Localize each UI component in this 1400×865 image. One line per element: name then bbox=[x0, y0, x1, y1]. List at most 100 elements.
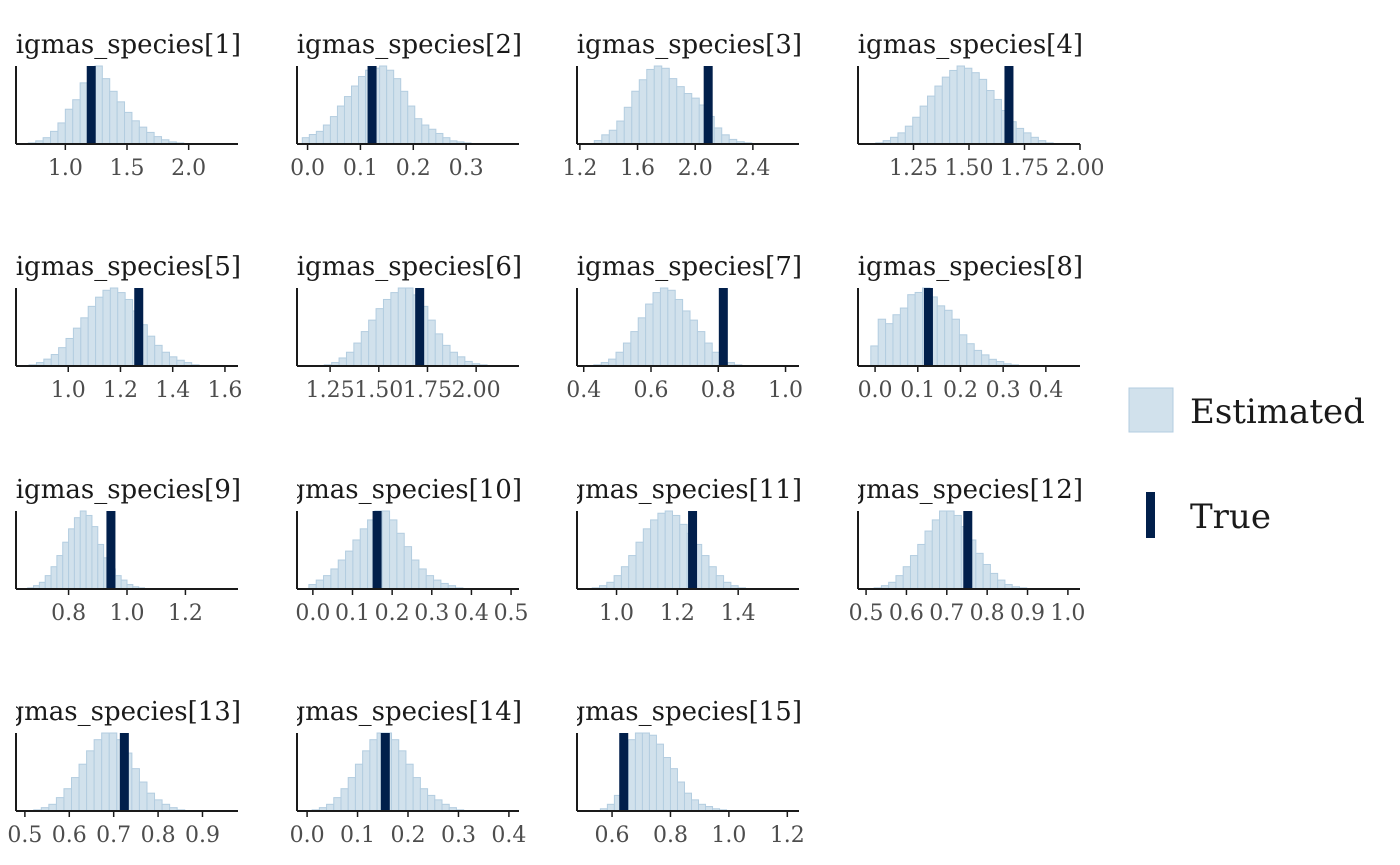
x-tick-label: 0.3 bbox=[449, 156, 484, 181]
histogram-bar bbox=[877, 318, 887, 367]
histogram-bar bbox=[606, 581, 615, 590]
histogram-bar bbox=[601, 134, 610, 145]
x-tick-label: 0.5 bbox=[7, 823, 42, 848]
histogram-bar bbox=[64, 108, 74, 145]
panel-7: sigmas_species[7] 0.4 0.6 0.8 1.0 bbox=[566, 252, 803, 403]
histogram-bar bbox=[434, 799, 443, 812]
x-tick-label: 0.6 bbox=[595, 823, 630, 848]
x-tick-label: 0.4 bbox=[1028, 378, 1063, 403]
histogram-bar bbox=[337, 559, 347, 590]
x-tick-label: 1.2 bbox=[660, 601, 695, 626]
histogram-bar bbox=[682, 310, 691, 367]
histogram-bar bbox=[909, 555, 919, 590]
panel-9: sigmas_species[9] 0.8 1.0 1.2 bbox=[2, 475, 241, 626]
histogram-bar bbox=[354, 763, 364, 812]
x-tick-label: 2.0 bbox=[171, 156, 206, 181]
histogram-bar bbox=[963, 67, 973, 145]
x-tick-label: 1.0 bbox=[110, 601, 145, 626]
x-tick-label: 1.50 bbox=[354, 378, 403, 403]
x-tick-label: 2.4 bbox=[735, 156, 770, 181]
x-tick-label: 0.0 bbox=[290, 823, 325, 848]
histogram-bar bbox=[606, 803, 615, 812]
histogram-bar bbox=[315, 579, 325, 590]
histogram-bar bbox=[315, 130, 324, 145]
histogram-bar bbox=[912, 116, 921, 145]
x-tick-label: 0.9 bbox=[185, 823, 220, 848]
histogram-bar bbox=[340, 788, 349, 812]
histogram-bar bbox=[934, 85, 943, 145]
histogram-bar bbox=[146, 131, 155, 145]
panel-title: sigmas_species[9] bbox=[2, 475, 241, 505]
histogram-bar bbox=[608, 129, 618, 145]
histogram-bar bbox=[885, 323, 894, 367]
histogram-bar bbox=[379, 65, 388, 145]
panel-title: sigmas_species[6] bbox=[283, 252, 522, 282]
histogram-bar bbox=[668, 78, 678, 145]
x-tick-label: 0.6 bbox=[52, 823, 87, 848]
x-tick-label: 1.2 bbox=[770, 823, 805, 848]
true-value-line bbox=[415, 288, 425, 366]
true-value-line bbox=[1004, 66, 1014, 144]
legend-true-swatch bbox=[1146, 492, 1155, 538]
histogram-bar bbox=[120, 579, 128, 590]
histogram-bar bbox=[308, 134, 317, 145]
histogram-bar bbox=[117, 292, 126, 367]
histogram-bar bbox=[138, 126, 148, 145]
histogram-bar bbox=[428, 128, 437, 145]
x-tick-label: 1.0 bbox=[48, 156, 83, 181]
x-tick-label: 1.4 bbox=[155, 378, 190, 403]
panel-title: sigmas_species[14] bbox=[267, 697, 522, 727]
x-tick-label: 1.0 bbox=[1050, 601, 1085, 626]
histogram-bar bbox=[43, 358, 52, 367]
x-tick-label: 1.4 bbox=[721, 601, 756, 626]
histogram-bar bbox=[989, 572, 999, 590]
x-tick-label: 0.8 bbox=[701, 378, 736, 403]
true-value-line bbox=[963, 511, 973, 589]
histogram-bar bbox=[72, 99, 81, 145]
histogram-bar bbox=[116, 101, 126, 145]
x-tick-label: 0.2 bbox=[375, 601, 410, 626]
histogram-bar bbox=[888, 581, 897, 590]
histogram-bar bbox=[403, 546, 413, 590]
histogram-bar bbox=[997, 579, 1006, 590]
histogram-bar bbox=[131, 768, 140, 812]
histogram-bar bbox=[986, 90, 995, 145]
histogram-bar bbox=[669, 768, 678, 812]
true-value-line bbox=[119, 733, 129, 811]
panel-title: sigmas_species[2] bbox=[283, 30, 522, 60]
x-tick-label: 0.6 bbox=[634, 378, 669, 403]
histogram-bar bbox=[94, 65, 103, 145]
histogram-bar bbox=[650, 519, 659, 590]
histogram-bar bbox=[449, 351, 458, 367]
x-tick-label: 1.75 bbox=[1000, 156, 1049, 181]
histogram-bar bbox=[441, 803, 450, 812]
true-value-line bbox=[86, 66, 96, 144]
histogram-bar bbox=[161, 803, 171, 812]
histogram-bar bbox=[78, 763, 88, 812]
panel-title: sigmas_species[13] bbox=[0, 697, 241, 727]
legend: Estimated True bbox=[1128, 387, 1365, 538]
histogram-bar bbox=[956, 65, 965, 145]
legend-estimated-label: Estimated bbox=[1190, 392, 1365, 432]
histogram-bar bbox=[704, 342, 713, 367]
histogram-bar bbox=[966, 343, 975, 367]
histogram-bar bbox=[631, 90, 640, 145]
panel-11: sigmas_species[11] 1.0 1.2 1.4 bbox=[576, 475, 801, 626]
histogram-bar bbox=[48, 803, 57, 812]
panel-12: sigmas_species[12] 0.5 0.6 0.7 0.8 0.9 1.0 bbox=[849, 475, 1086, 626]
histogram-bar bbox=[79, 82, 89, 145]
histogram-bar bbox=[131, 120, 140, 145]
histogram-bar bbox=[659, 287, 669, 367]
histogram-bar bbox=[715, 575, 725, 590]
histogram-bar bbox=[329, 116, 338, 145]
true-value-line bbox=[703, 66, 713, 144]
histogram-bar bbox=[616, 120, 625, 145]
histogram-bar bbox=[358, 76, 367, 145]
panel-10: sigmas_species[10] 0.0 0.1 0.2 0.3 0.4 0.5 bbox=[267, 475, 528, 626]
panel-title: sigmas_species[3] bbox=[563, 30, 802, 60]
panel-title: sigmas_species[10] bbox=[267, 475, 522, 505]
x-tick-label: 0.4 bbox=[491, 823, 526, 848]
histogram-bar bbox=[56, 555, 64, 590]
histogram-bar bbox=[80, 317, 89, 367]
panel-title: sigmas_species[1] bbox=[2, 30, 241, 60]
